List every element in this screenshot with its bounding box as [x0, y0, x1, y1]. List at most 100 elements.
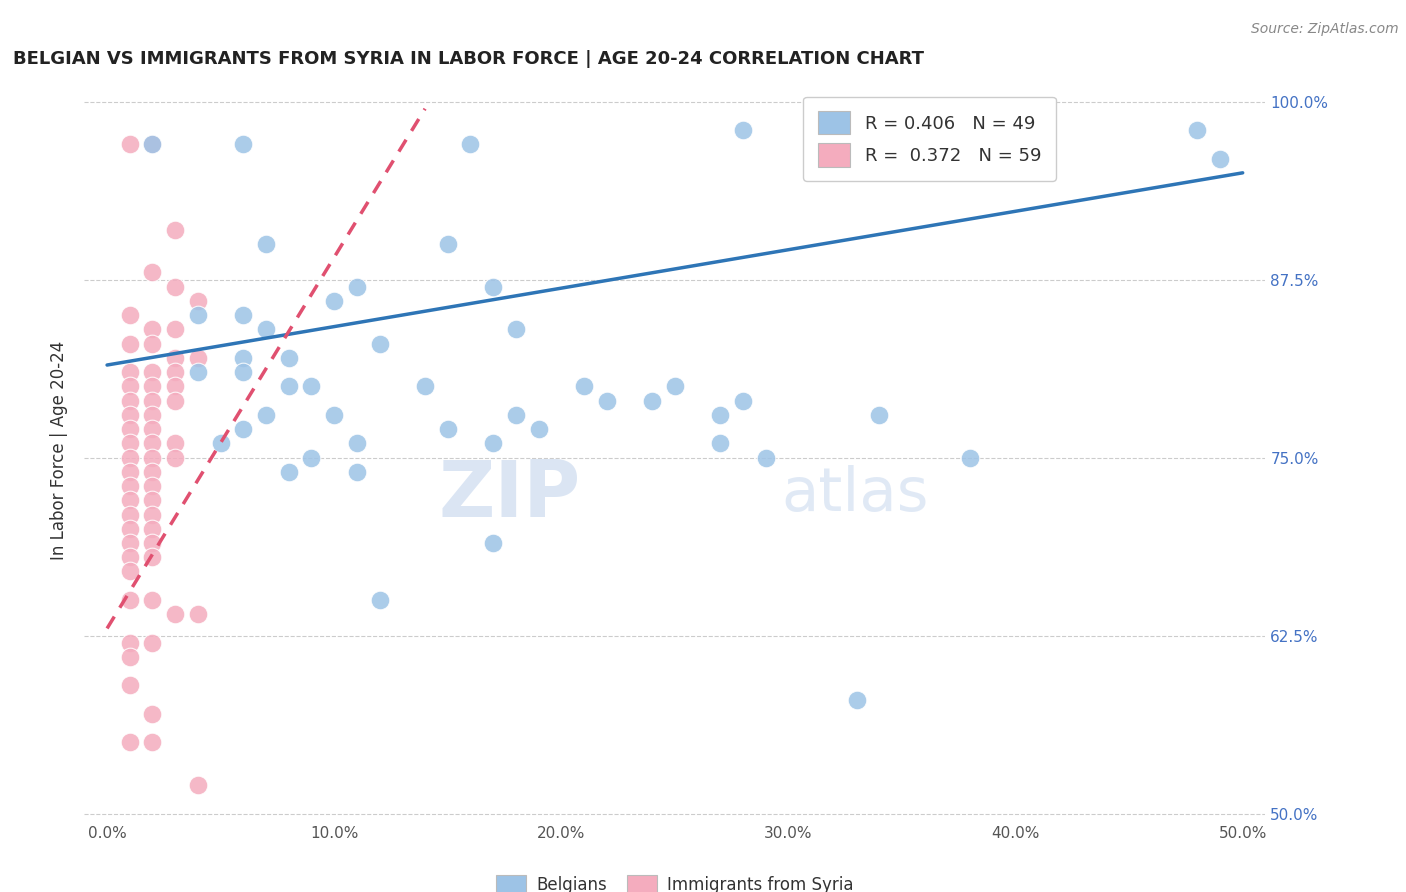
Point	[118, 508, 141, 522]
Point	[187, 778, 209, 792]
Point	[254, 408, 277, 422]
Point	[141, 706, 163, 721]
Point	[141, 137, 163, 152]
Point	[232, 365, 254, 379]
Point	[141, 522, 163, 536]
Point	[141, 265, 163, 279]
Point	[277, 351, 299, 365]
Text: ZIP: ZIP	[439, 457, 581, 533]
Point	[118, 422, 141, 436]
Point	[165, 351, 187, 365]
Point	[165, 322, 187, 336]
Point	[165, 279, 187, 293]
Point	[436, 237, 458, 252]
Point	[118, 465, 141, 479]
Point	[460, 137, 482, 152]
Point	[505, 408, 527, 422]
Point	[141, 336, 163, 351]
Point	[232, 308, 254, 322]
Point	[709, 436, 731, 450]
Text: Source: ZipAtlas.com: Source: ZipAtlas.com	[1251, 22, 1399, 37]
Point	[141, 593, 163, 607]
Point	[118, 308, 141, 322]
Point	[165, 223, 187, 237]
Point	[959, 450, 981, 465]
Point	[118, 493, 141, 508]
Point	[323, 293, 346, 308]
Point	[187, 293, 209, 308]
Point	[141, 322, 163, 336]
Y-axis label: In Labor Force | Age 20-24: In Labor Force | Age 20-24	[51, 341, 69, 560]
Point	[141, 436, 163, 450]
Point	[254, 322, 277, 336]
Point	[277, 379, 299, 393]
Point	[118, 565, 141, 579]
Text: BELGIAN VS IMMIGRANTS FROM SYRIA IN LABOR FORCE | AGE 20-24 CORRELATION CHART: BELGIAN VS IMMIGRANTS FROM SYRIA IN LABO…	[14, 50, 925, 68]
Point	[165, 450, 187, 465]
Point	[165, 393, 187, 408]
Point	[232, 137, 254, 152]
Point	[141, 465, 163, 479]
Point	[959, 123, 981, 137]
Point	[845, 692, 868, 706]
Point	[731, 393, 754, 408]
Point	[118, 735, 141, 749]
Point	[141, 550, 163, 565]
Point	[118, 550, 141, 565]
Point	[301, 450, 323, 465]
Point	[165, 436, 187, 450]
Point	[118, 593, 141, 607]
Point	[141, 479, 163, 493]
Point	[141, 508, 163, 522]
Point	[141, 450, 163, 465]
Point	[141, 379, 163, 393]
Point	[1209, 152, 1232, 166]
Point	[482, 436, 505, 450]
Point	[368, 336, 391, 351]
Point	[165, 379, 187, 393]
Point	[118, 336, 141, 351]
Legend: Belgians, Immigrants from Syria: Belgians, Immigrants from Syria	[489, 869, 860, 892]
Point	[187, 308, 209, 322]
Point	[141, 735, 163, 749]
Point	[141, 635, 163, 649]
Point	[141, 536, 163, 550]
Point	[301, 379, 323, 393]
Point	[118, 649, 141, 664]
Point	[118, 678, 141, 692]
Point	[141, 365, 163, 379]
Point	[141, 408, 163, 422]
Point	[731, 123, 754, 137]
Point	[118, 479, 141, 493]
Point	[118, 137, 141, 152]
Point	[346, 279, 368, 293]
Point	[209, 436, 232, 450]
Point	[436, 422, 458, 436]
Point	[1187, 123, 1209, 137]
Point	[141, 493, 163, 508]
Point	[527, 422, 550, 436]
Point	[868, 408, 890, 422]
Point	[118, 450, 141, 465]
Point	[232, 422, 254, 436]
Point	[709, 408, 731, 422]
Point	[596, 393, 619, 408]
Point	[187, 351, 209, 365]
Point	[572, 379, 595, 393]
Point	[641, 393, 664, 408]
Point	[118, 522, 141, 536]
Point	[141, 137, 163, 152]
Point	[141, 422, 163, 436]
Point	[141, 393, 163, 408]
Point	[323, 408, 346, 422]
Point	[232, 351, 254, 365]
Text: atlas: atlas	[782, 466, 929, 524]
Point	[482, 279, 505, 293]
Point	[482, 536, 505, 550]
Point	[505, 322, 527, 336]
Point	[254, 237, 277, 252]
Point	[118, 408, 141, 422]
Point	[187, 365, 209, 379]
Point	[346, 436, 368, 450]
Point	[413, 379, 436, 393]
